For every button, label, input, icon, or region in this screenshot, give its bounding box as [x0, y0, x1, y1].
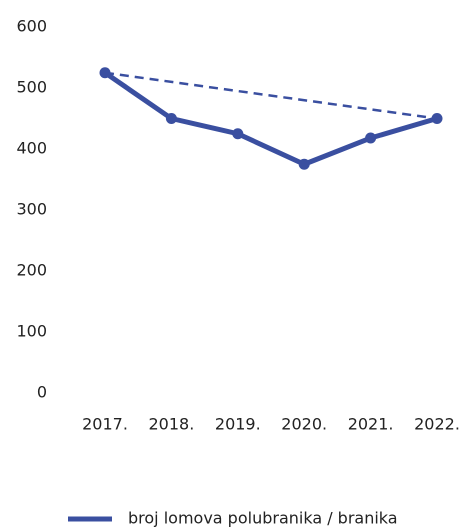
point — [165, 113, 177, 124]
y-tick-label: 600 — [16, 17, 47, 36]
x-tick-label: 2021. — [348, 415, 394, 434]
x-tick-label: 2019. — [215, 415, 261, 434]
point — [232, 128, 244, 140]
trend-line — [104, 71, 438, 120]
line — [103, 70, 438, 167]
x-tick-label: 2018. — [148, 415, 194, 434]
point — [298, 158, 310, 170]
y-tick-label: 200 — [16, 261, 47, 280]
y-tick-label: 500 — [16, 78, 47, 97]
y-tick-label: 400 — [16, 139, 47, 158]
point — [365, 132, 377, 144]
y-tick-label: 0 — [37, 383, 47, 402]
legend-label: broj lomova polubranika / branika — [128, 509, 398, 528]
x-tick-label: 2022. — [414, 415, 460, 434]
y-tick-label: 100 — [16, 322, 47, 341]
x-tick-label: 2020. — [281, 415, 327, 434]
y-tick-label: 300 — [16, 200, 47, 219]
x-tick-label: 2017. — [82, 415, 128, 434]
